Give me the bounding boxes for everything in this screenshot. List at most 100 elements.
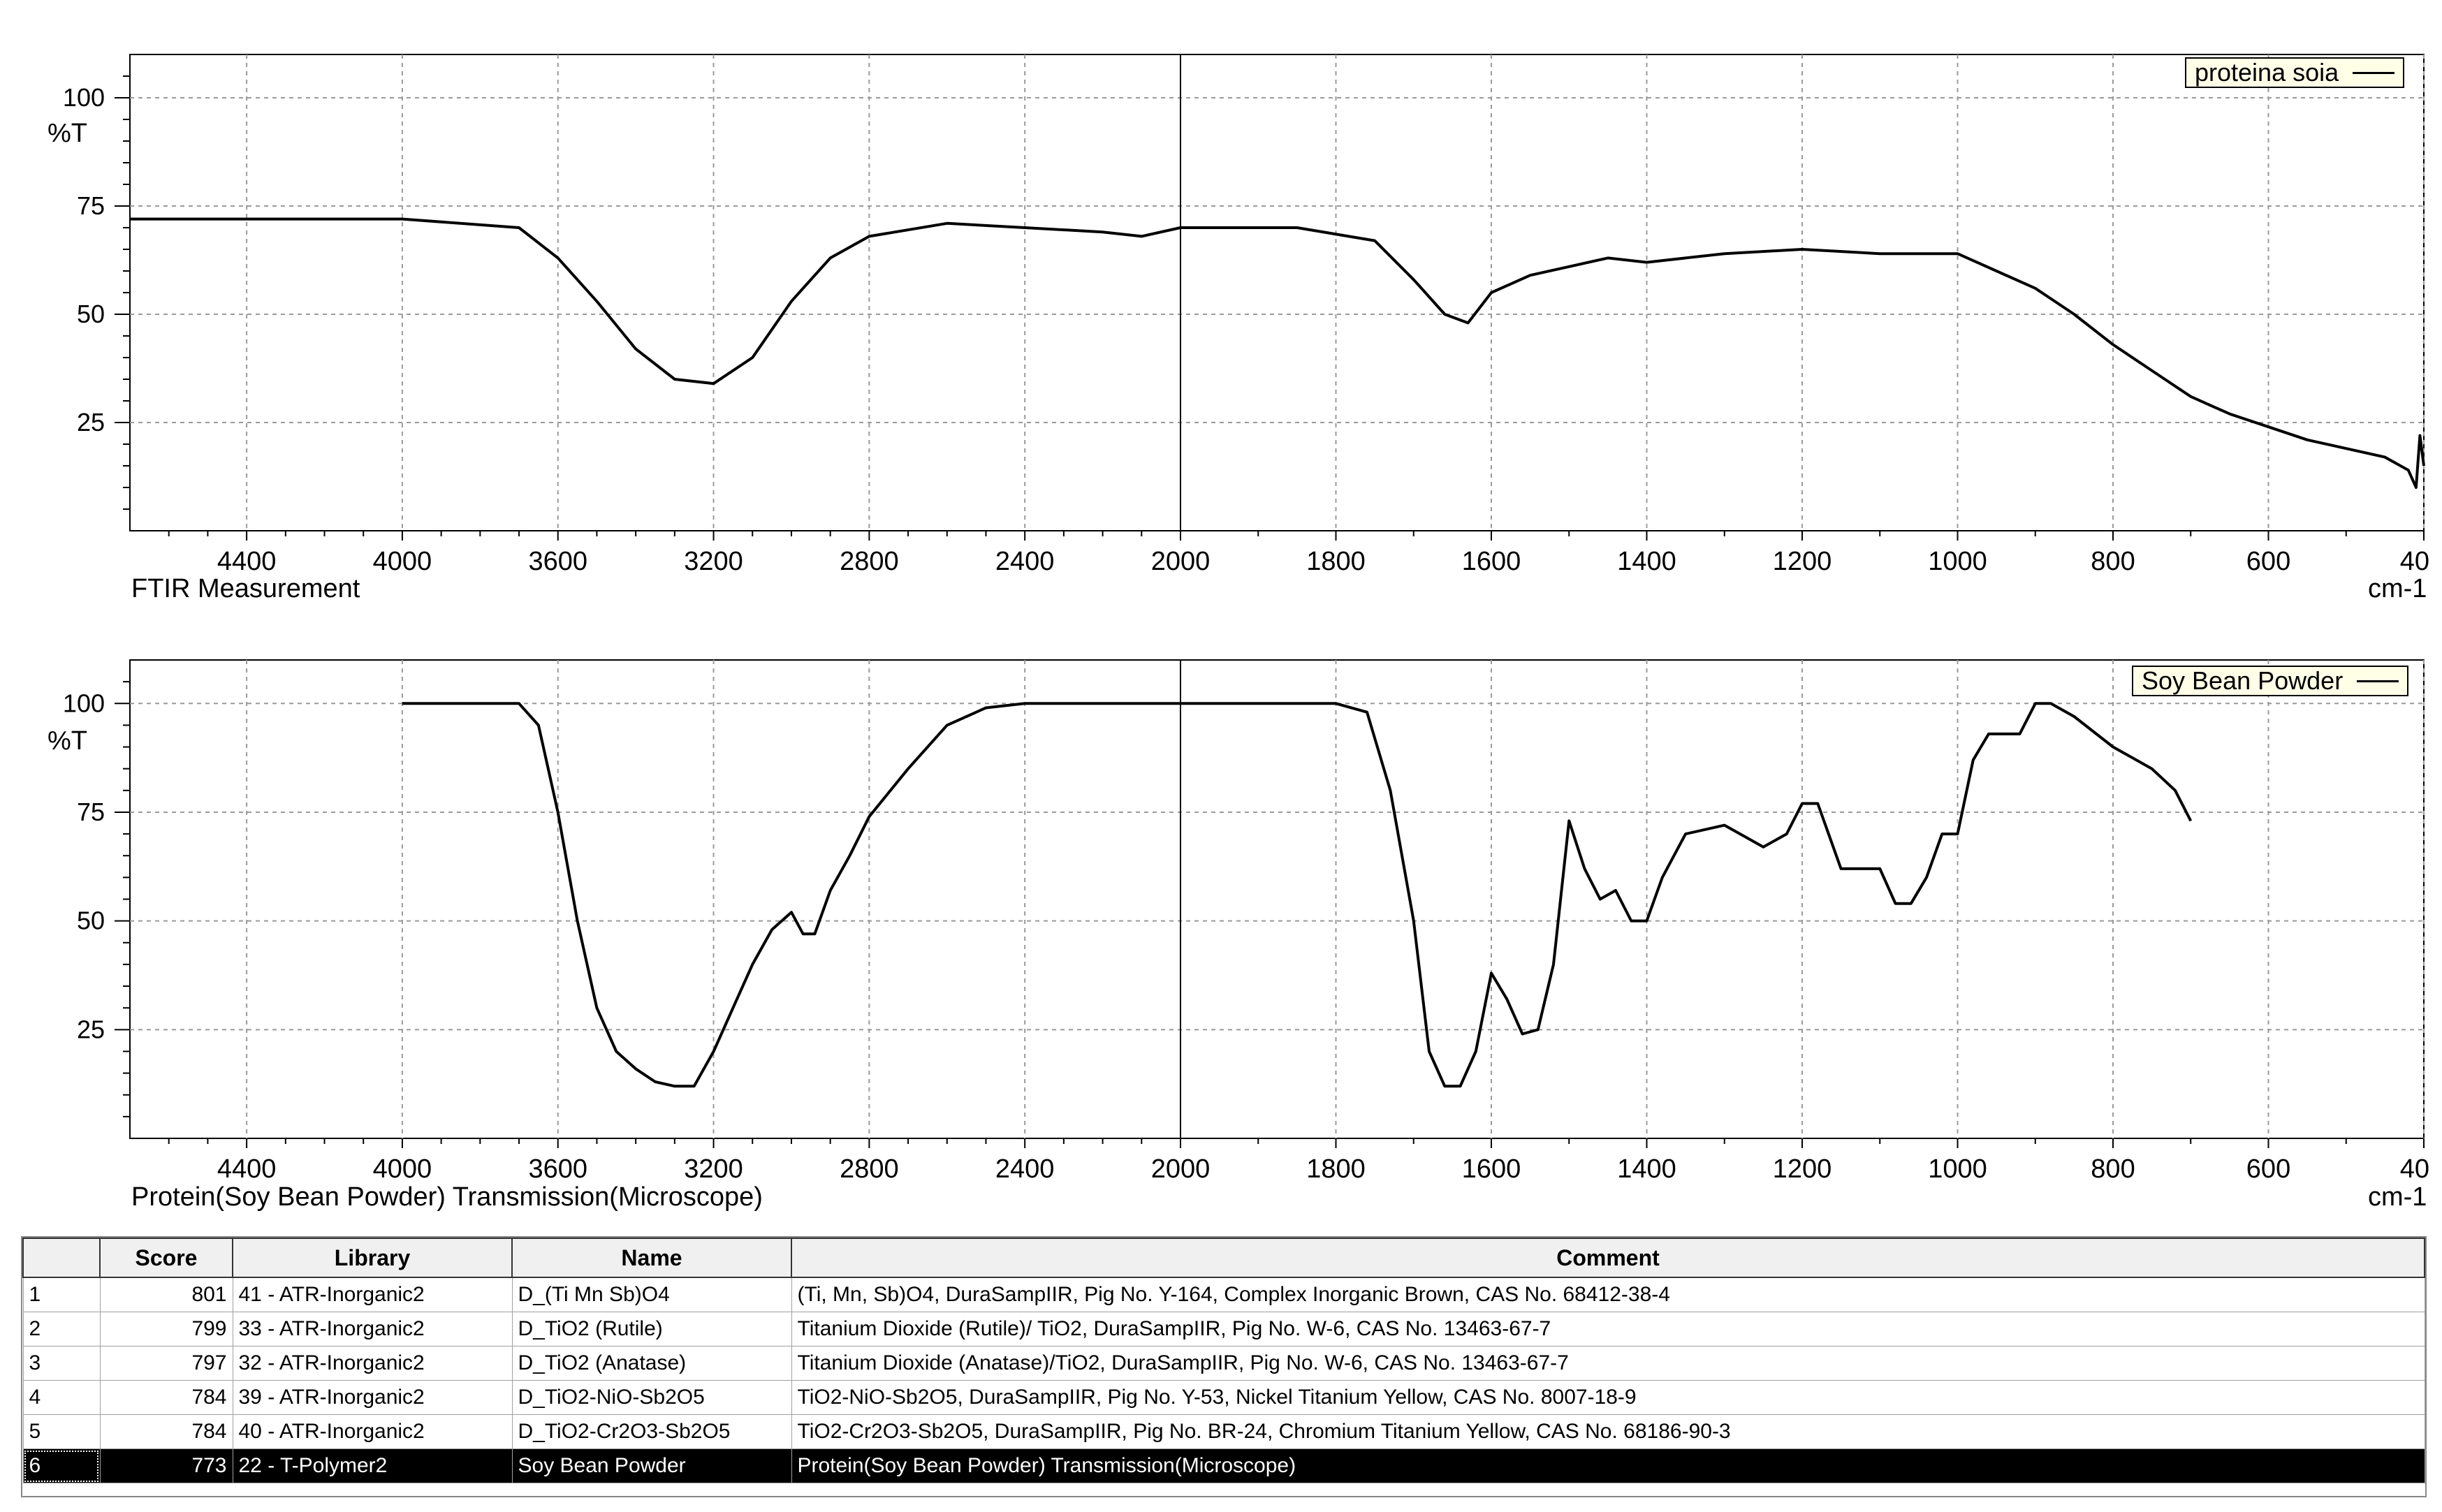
search-results-table[interactable]: Score Library Name Comment 1 801 41 - AT… [21, 1236, 2427, 1497]
comment-cell: Protein(Soy Bean Powder) Transmission(Mi… [791, 1448, 2425, 1483]
y-tick-label: 50 [77, 300, 105, 328]
x-tick-label: 1600 [1462, 547, 1521, 576]
table-row-selected[interactable]: 6 773 22 - T-Polymer2 Soy Bean Powder Pr… [22, 1448, 2425, 1483]
comment-cell: Titanium Dioxide (Anatase)/TiO2, DuraSam… [791, 1346, 2425, 1381]
score-cell: 797 [99, 1346, 233, 1381]
y-tick-label: 25 [77, 1015, 105, 1043]
name-cell: D_TiO2-Cr2O3-Sb2O5 [511, 1414, 792, 1449]
column-header-library[interactable]: Library [232, 1238, 513, 1278]
x-tick-label: 2400 [995, 547, 1055, 576]
x-tick-label: 2000 [1151, 1154, 1211, 1184]
x-tick-label: 2000 [1151, 547, 1211, 576]
x-tick-label: 1600 [1462, 1154, 1521, 1184]
legend-line-icon [2357, 680, 2399, 682]
library-cell: 32 - ATR-Inorganic2 [232, 1346, 513, 1381]
x-tick-label: 800 [2091, 547, 2135, 576]
x-unit-label: cm-1 [2368, 1182, 2427, 1212]
row-index: 1 [22, 1277, 101, 1312]
y-unit-label: %T [47, 726, 87, 756]
x-tick-label: 2800 [840, 1154, 899, 1184]
spectrum-line [130, 217, 2425, 489]
spectrum-plot-library[interactable]: 100 75 50 25 4400 4000 3600 3200 2800 2400 2000 180… [0, 618, 2442, 1233]
legend-library: Soy Bean Powder [2132, 666, 2409, 696]
legend-label: proteina soia [2195, 58, 2339, 87]
name-cell: Soy Bean Powder [511, 1448, 792, 1483]
library-cell: 39 - ATR-Inorganic2 [232, 1380, 513, 1415]
x-tick-label: 600 [2246, 547, 2290, 576]
row-index: 3 [22, 1346, 101, 1381]
score-cell: 784 [99, 1380, 233, 1415]
y-tick-label: 25 [77, 408, 105, 436]
spectrum-plot-measurement[interactable]: 100 75 50 25 4400 4000 3600 3200 2800 2400 2000 180… [0, 0, 2442, 615]
x-tick-label: 4000 [373, 1154, 432, 1184]
row-index: 5 [22, 1414, 101, 1449]
comment-cell: Titanium Dioxide (Rutile)/ TiO2, DuraSam… [791, 1312, 2425, 1346]
spectrum-line [402, 702, 2193, 1088]
x-tick-label: 3200 [684, 1154, 743, 1184]
x-tick-label: 40 [2400, 1154, 2429, 1184]
y-tick-label: 100 [63, 83, 105, 112]
legend-label: Soy Bean Powder [2142, 666, 2344, 695]
legend-line-icon [2353, 71, 2395, 74]
column-header-score[interactable]: Score [99, 1238, 233, 1278]
x-tick-label: 800 [2091, 1154, 2135, 1184]
y-tick-label: 75 [77, 798, 105, 826]
column-header-index[interactable] [22, 1238, 101, 1278]
x-tick-label: 3600 [528, 1154, 587, 1184]
library-cell: 41 - ATR-Inorganic2 [232, 1277, 513, 1312]
x-tick-label: 2400 [995, 1154, 1055, 1184]
table-row[interactable]: 5 784 40 - ATR-Inorganic2 D_TiO2-Cr2O3-S… [22, 1414, 2425, 1449]
comment-cell: (Ti, Mn, Sb)O4, DuraSampIIR, Pig No. Y-1… [791, 1277, 2425, 1312]
x-unit-label: cm-1 [2368, 574, 2427, 603]
x-tick-label: 2800 [840, 547, 899, 576]
name-cell: D_TiO2 (Rutile) [511, 1312, 792, 1346]
name-cell: D_(Ti Mn Sb)O4 [511, 1277, 792, 1312]
library-cell: 33 - ATR-Inorganic2 [232, 1312, 513, 1346]
column-header-name[interactable]: Name [511, 1238, 792, 1278]
y-tick-label: 100 [63, 689, 105, 717]
score-cell: 799 [99, 1312, 233, 1346]
x-tick-label: 1000 [1928, 547, 1987, 576]
table-row[interactable]: 4 784 39 - ATR-Inorganic2 D_TiO2-NiO-Sb2… [22, 1380, 2425, 1415]
x-tick-label: 1200 [1773, 1154, 1832, 1184]
x-tick-label: 1200 [1773, 547, 1832, 576]
library-cell: 40 - ATR-Inorganic2 [232, 1414, 513, 1449]
table-header-row: Score Library Name Comment [22, 1238, 2425, 1278]
score-cell: 773 [99, 1448, 233, 1483]
plot-frame [129, 54, 2425, 531]
y-tick-label: 50 [77, 907, 105, 935]
spectrum-panel-measurement[interactable]: 100 75 50 25 4400 4000 3600 3200 2800 2400 2000 180… [0, 0, 2442, 615]
x-tick-label: 4400 [217, 547, 277, 576]
panel-caption: FTIR Measurement [131, 574, 360, 603]
y-tick-label: 75 [77, 191, 105, 220]
x-tick-label: 1800 [1306, 547, 1366, 576]
spectrum-panel-library[interactable]: 100 75 50 25 4400 4000 3600 3200 2800 2400 2000 180… [0, 618, 2442, 1233]
x-tick-label: 1400 [1617, 547, 1676, 576]
row-index: 2 [22, 1312, 101, 1346]
x-tick-label: 4000 [373, 547, 432, 576]
table-row[interactable]: 3 797 32 - ATR-Inorganic2 D_TiO2 (Anatas… [22, 1346, 2425, 1381]
comment-cell: TiO2-Cr2O3-Sb2O5, DuraSampIIR, Pig No. B… [791, 1414, 2425, 1449]
x-tick-label: 3200 [684, 547, 743, 576]
table-row[interactable]: 1 801 41 - ATR-Inorganic2 D_(Ti Mn Sb)O4… [22, 1277, 2425, 1312]
comment-cell: TiO2-NiO-Sb2O5, DuraSampIIR, Pig No. Y-5… [791, 1380, 2425, 1415]
panel-caption: Protein(Soy Bean Powder) Transmission(Mi… [131, 1182, 763, 1212]
score-cell: 801 [99, 1277, 233, 1312]
y-unit-label: %T [47, 119, 87, 148]
plot-frame [129, 659, 2425, 1139]
x-tick-label: 40 [2400, 547, 2429, 576]
x-tick-label: 1800 [1306, 1154, 1366, 1184]
library-cell: 22 - T-Polymer2 [232, 1448, 513, 1483]
row-index: 4 [22, 1380, 101, 1415]
name-cell: D_TiO2-NiO-Sb2O5 [511, 1380, 792, 1415]
table-row[interactable]: 2 799 33 - ATR-Inorganic2 D_TiO2 (Rutile… [22, 1312, 2425, 1346]
legend-measurement: proteina soia [2185, 57, 2405, 88]
x-tick-label: 600 [2246, 1154, 2290, 1184]
x-tick-label: 4400 [217, 1154, 277, 1184]
column-header-comment[interactable]: Comment [791, 1238, 2425, 1278]
x-tick-label: 1000 [1928, 1154, 1987, 1184]
row-index: 6 [22, 1448, 101, 1483]
name-cell: D_TiO2 (Anatase) [511, 1346, 792, 1381]
x-tick-label: 3600 [528, 547, 587, 576]
x-tick-label: 1400 [1617, 1154, 1676, 1184]
